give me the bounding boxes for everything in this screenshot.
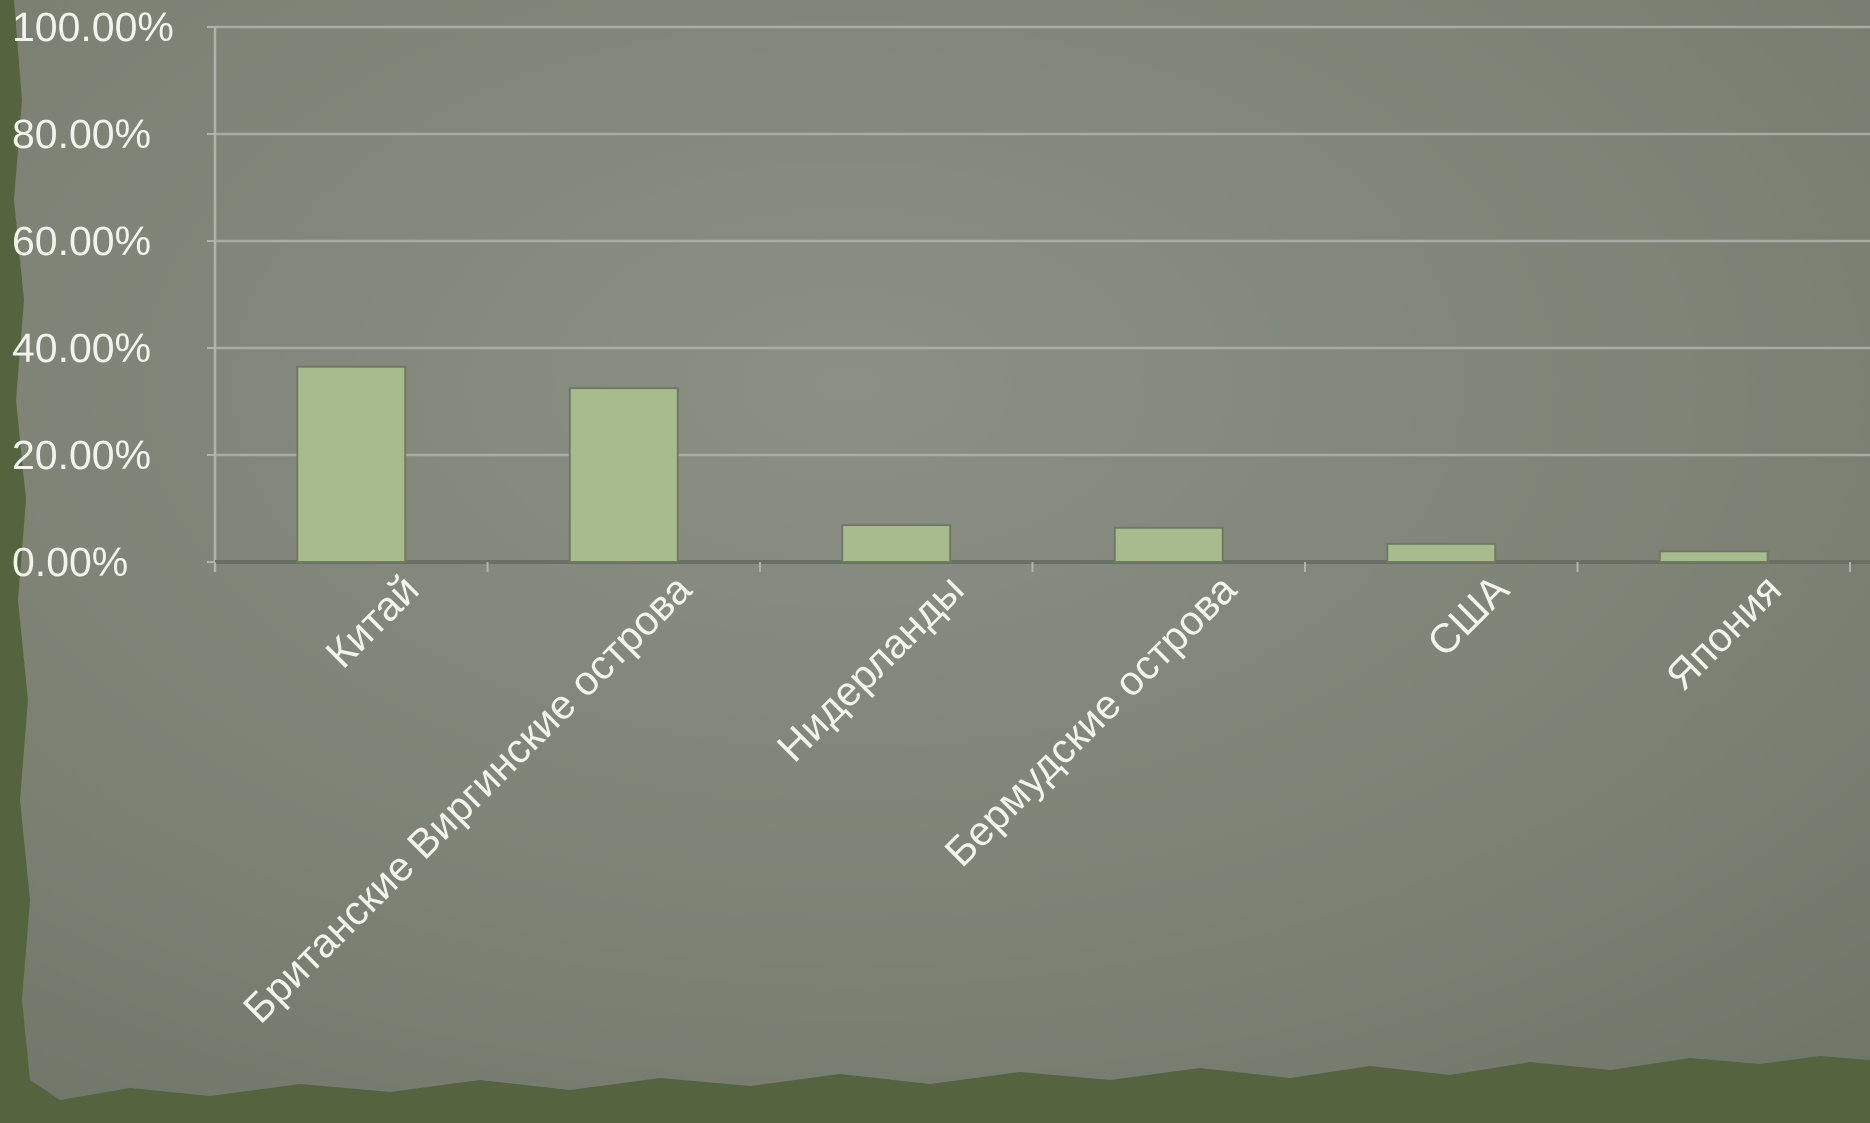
gridlines — [215, 25, 1870, 457]
y-tick-label: 20.00% — [12, 432, 151, 478]
y-tick-label: 0.00% — [12, 539, 128, 585]
y-axis-tick-labels: 0.00% 20.00% 40.00% 60.00% 80.00% 100.00% — [12, 4, 174, 585]
bars — [296, 365, 1769, 564]
bar-1 — [568, 387, 679, 563]
axes — [207, 26, 1870, 572]
y-tick-label: 60.00% — [12, 218, 151, 264]
bar-4 — [1386, 542, 1497, 563]
bar-0 — [296, 365, 407, 563]
y-tick-label: 40.00% — [12, 325, 151, 371]
y-tick-label: 80.00% — [12, 111, 151, 157]
bar-5 — [1658, 550, 1769, 563]
bar-2 — [841, 524, 952, 564]
y-tick-label: 100.00% — [12, 4, 174, 50]
bar-3 — [1113, 526, 1224, 564]
